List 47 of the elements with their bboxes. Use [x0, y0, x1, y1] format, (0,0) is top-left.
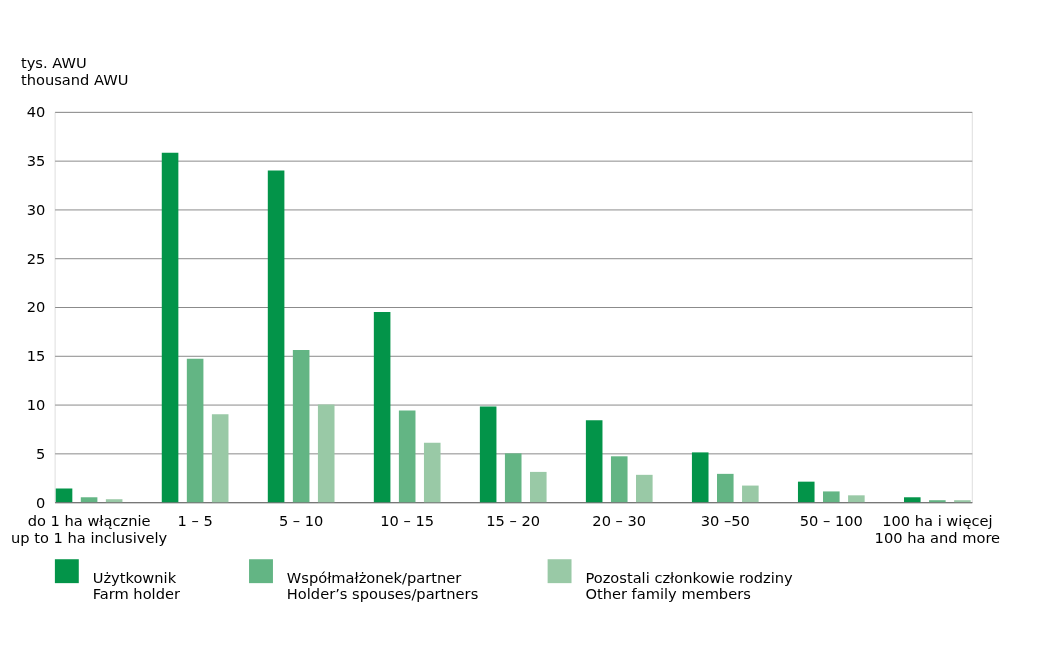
- bar: [423, 442, 441, 503]
- bar: [105, 499, 123, 503]
- y-axis-title: tys. AWU thousand AWU: [20, 54, 129, 89]
- bar: [823, 491, 840, 503]
- bar: [161, 152, 179, 503]
- x-tick-label: 15 – 20: [486, 512, 541, 530]
- bar: [585, 420, 603, 503]
- bar: [716, 473, 734, 503]
- bar: [504, 453, 522, 503]
- bar: [797, 481, 815, 503]
- y-tick-label: 25: [26, 249, 46, 267]
- bar: [80, 497, 98, 503]
- bar: [317, 404, 335, 503]
- x-tick-label: 1 – 5: [177, 512, 213, 530]
- y-tick-label: 0: [36, 493, 46, 511]
- bar: [373, 311, 391, 503]
- bar: [211, 414, 229, 503]
- bar: [903, 497, 921, 503]
- x-tick-label: 5 – 10: [278, 512, 324, 530]
- x-tick-label: 100 ha i więcej 100 ha and more: [874, 512, 1001, 546]
- legend-label: Pozostali członkowie rodziny Other family members: [585, 568, 793, 603]
- bar: [398, 410, 416, 503]
- bar: [691, 452, 709, 503]
- legend-label: Użytkownik Farm holder: [92, 568, 181, 603]
- y-tick-label: 5: [36, 444, 46, 462]
- x-tick-label: 30 –50: [700, 512, 750, 530]
- y-tick-label: 35: [26, 152, 46, 170]
- bar: [636, 474, 653, 503]
- bar: [742, 485, 759, 503]
- x-tick-label: 50 – 100: [799, 512, 863, 530]
- bar: [610, 456, 628, 503]
- y-tick-label: 15: [26, 347, 46, 365]
- bar: [186, 358, 204, 503]
- y-tick-label: 10: [26, 395, 46, 413]
- bar: [529, 471, 547, 503]
- bar: [479, 406, 497, 503]
- bar: [292, 349, 310, 503]
- y-tick-label: 30: [26, 200, 46, 218]
- x-tick-label: 10 – 15: [380, 512, 435, 530]
- y-tick-label: 40: [26, 103, 46, 121]
- y-tick-label: 20: [26, 298, 46, 316]
- bar: [848, 495, 865, 503]
- legend-label: Współmałżonek/partner Holder’s spouses/partners: [286, 568, 479, 603]
- bar: [267, 170, 285, 503]
- x-tick-label: do 1 ha włącznie up to 1 ha inclusively: [11, 512, 168, 546]
- x-tick-label: 20 – 30: [592, 512, 647, 530]
- bar: [55, 488, 73, 503]
